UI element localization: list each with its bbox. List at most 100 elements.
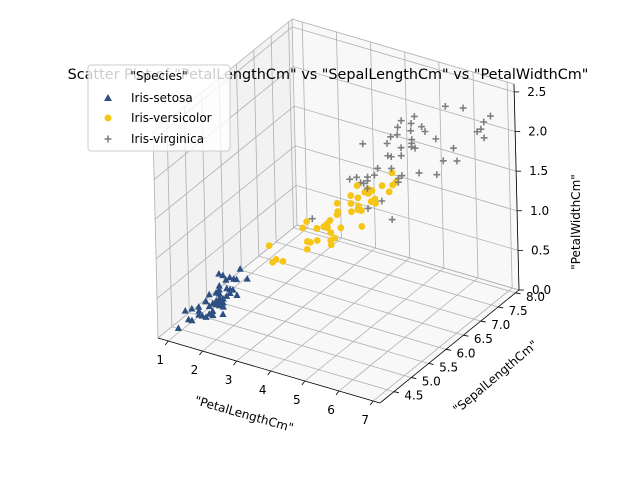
left-pane	[153, 19, 297, 338]
point-versicolor	[327, 236, 335, 244]
axes-panes	[153, 19, 519, 403]
point-setosa	[195, 311, 203, 318]
point-virginica	[383, 140, 391, 147]
x-tick-label: 1	[156, 353, 164, 367]
x-tick-label: 3	[225, 373, 233, 387]
point-setosa	[243, 275, 251, 282]
z-axis-line	[513, 83, 520, 291]
x-tick-label: 7	[361, 413, 369, 427]
point-versicolor	[333, 211, 341, 219]
point-setosa	[188, 304, 196, 312]
point-versicolor	[347, 192, 355, 199]
point-setosa	[209, 299, 217, 307]
point-versicolor	[303, 218, 311, 226]
legend-marker-plus-icon	[104, 135, 112, 143]
point-setosa	[222, 276, 230, 283]
z-tick-label: 2.0	[528, 125, 547, 139]
x-tick-mark	[233, 360, 237, 366]
point-virginica	[394, 123, 402, 131]
point-virginica	[374, 164, 382, 172]
point-setosa	[205, 310, 213, 317]
point-versicolor	[269, 258, 277, 266]
x-tick-mark	[267, 370, 272, 376]
y-tick-label: 4.5	[404, 389, 423, 403]
legend-entry-versicolor: Iris-versicolor	[104, 111, 212, 125]
point-virginica	[393, 131, 401, 139]
point-virginica	[450, 144, 457, 152]
point-setosa	[202, 297, 210, 305]
legend-label: Iris-versicolor	[131, 111, 212, 125]
point-setosa	[236, 265, 244, 272]
point-setosa	[174, 324, 183, 332]
point-setosa	[215, 282, 223, 289]
y-tick-mark	[428, 363, 434, 365]
point-versicolor	[279, 257, 287, 265]
z-tick-label: 2.5	[527, 85, 546, 99]
point-virginica	[433, 171, 441, 179]
point-setosa	[215, 285, 223, 293]
point-versicolor	[337, 224, 345, 232]
y-tick-mark	[498, 306, 504, 309]
point-versicolor	[354, 194, 362, 202]
point-setosa	[226, 273, 234, 281]
back-pane	[292, 19, 519, 290]
point-setosa	[219, 310, 227, 317]
x-tick-mark	[301, 380, 306, 386]
legend-entry-virginica: Iris-virginica	[104, 132, 204, 146]
point-virginica	[394, 178, 402, 186]
point-virginica	[441, 102, 449, 110]
point-versicolor	[347, 200, 355, 207]
point-versicolor	[385, 188, 393, 196]
point-virginica	[378, 197, 386, 205]
point-virginica	[360, 180, 368, 187]
point-setosa	[215, 289, 224, 297]
point-virginica	[487, 112, 494, 120]
point-virginica	[418, 123, 426, 131]
x-tick-mark	[199, 350, 203, 356]
y-tick-label: 6.0	[456, 346, 475, 360]
point-setosa	[232, 275, 241, 283]
point-virginica	[387, 153, 395, 161]
point-virginica	[459, 104, 467, 112]
point-virginica	[480, 118, 488, 126]
x-tick-label: 5	[293, 393, 301, 407]
point-versicolor	[378, 182, 386, 190]
point-virginica	[453, 157, 461, 165]
point-virginica	[410, 113, 418, 120]
point-virginica	[439, 157, 447, 165]
legend-label: Iris-virginica	[131, 132, 204, 146]
y-tick-label: 7.0	[491, 318, 510, 332]
y-axis-line	[379, 289, 520, 404]
point-versicolor	[354, 206, 362, 213]
legend-marker-circle-icon	[104, 114, 112, 122]
point-setosa	[223, 292, 231, 299]
point-virginica	[473, 128, 481, 136]
point-versicolor	[353, 182, 361, 189]
point-virginica	[415, 169, 423, 177]
pane-edge	[152, 131, 159, 339]
y-tick-label: 7.5	[509, 304, 528, 318]
point-virginica	[432, 135, 440, 143]
point-setosa	[233, 291, 241, 299]
point-virginica	[346, 175, 354, 183]
point-setosa	[226, 289, 234, 297]
y-tick-mark	[445, 348, 452, 351]
y-tick-label: 6.5	[474, 332, 493, 346]
point-versicolor	[358, 223, 366, 230]
point-setosa	[223, 284, 231, 292]
point-setosa	[216, 301, 224, 309]
point-virginica	[387, 165, 395, 172]
legend-label: Iris-setosa	[131, 91, 193, 105]
point-virginica	[407, 143, 415, 151]
x-tick-label: 4	[259, 383, 267, 397]
point-virginica	[308, 215, 316, 223]
y-tick-label: 8.0	[526, 290, 545, 304]
z-tick-label: 0.0	[532, 283, 551, 297]
point-virginica	[407, 119, 415, 127]
legend-frame	[87, 64, 231, 152]
point-versicolor	[323, 224, 331, 232]
legend-entry-setosa: Iris-setosa	[104, 91, 193, 105]
point-setosa	[184, 315, 193, 323]
point-setosa	[205, 290, 213, 298]
